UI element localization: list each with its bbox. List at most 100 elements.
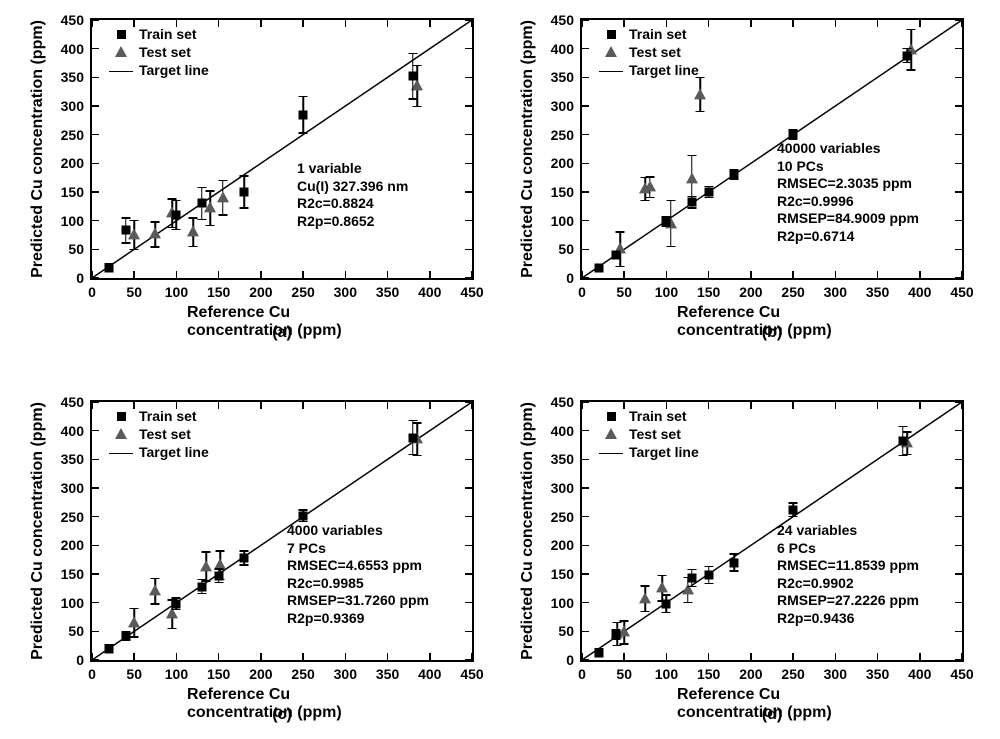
xtick-label: 400 [908,666,931,682]
annotation: 1 variableCu(I) 327.396 nmR2c=0.8824R2p=… [297,160,408,230]
ytick [92,459,99,461]
plot-area-d: 0501001502002503003504004500501001502002… [580,400,964,662]
xtick-top [387,402,389,409]
error-cap [408,420,417,422]
xtick [623,271,625,278]
ytick-right [465,277,472,279]
annotation-line: R2c=0.9996 [777,193,919,211]
ytick-right [465,659,472,661]
test-point [128,616,140,627]
train-point [121,226,130,235]
annotation: 24 variables6 PCsRMSEC=11.8539 ppmR2c=0.… [777,522,919,627]
ytick-label: 0 [76,652,84,668]
error-cap [202,551,211,553]
ytick-right [465,249,472,251]
ytick-right [465,516,472,518]
legend-row: Train set [107,407,209,425]
xtick [835,653,837,660]
ytick-label: 100 [61,213,84,229]
ytick [92,105,99,107]
legend-train-icon [107,26,135,42]
ytick [582,105,589,107]
xtick-label: 400 [908,284,931,300]
xtick-label: 450 [950,284,973,300]
xtick-label: 100 [165,284,188,300]
xtick-label: 450 [950,666,973,682]
error-cap [696,111,705,113]
error-cap [214,568,223,570]
xtick-label: 250 [781,666,804,682]
legend-label: Target line [629,444,699,460]
xtick [133,271,135,278]
xtick-label: 50 [616,284,632,300]
xtick-top [429,20,431,27]
ytick-label: 100 [551,213,574,229]
test-point [694,88,706,99]
annotation-line: 1 variable [297,160,408,178]
xtick-label: 400 [418,666,441,682]
error-cap [616,231,625,233]
ytick [92,19,99,21]
ytick [92,401,99,403]
ytick-label: 250 [61,127,84,143]
error-cap [206,225,215,227]
error-cap [130,220,139,222]
annotation-line: 10 PCs [777,158,919,176]
xtick-label: 150 [207,666,230,682]
xtick-label: 100 [165,666,188,682]
ytick [92,134,99,136]
train-point [299,110,308,119]
ytick [582,191,589,193]
error-cap [218,214,227,216]
ytick-right [465,430,472,432]
ytick-label: 450 [551,12,574,28]
xtick-label: 300 [824,284,847,300]
error-cap [687,155,696,157]
train-point [240,553,249,562]
xtick-label: 200 [249,284,272,300]
ytick-right [955,105,962,107]
error-cap [903,431,912,433]
train-point [197,582,206,591]
ytick [92,191,99,193]
test-point [217,191,229,202]
xtick-label: 350 [866,284,889,300]
test-point [187,226,199,237]
xtick [708,271,710,278]
legend-target-icon [107,62,135,78]
test-point [200,560,212,571]
ytick [92,249,99,251]
ytick-label: 300 [551,98,574,114]
ytick [92,516,99,518]
xtick-label: 250 [291,284,314,300]
ytick-label: 150 [551,184,574,200]
ytick-label: 300 [551,480,574,496]
train-point [662,599,671,608]
error-cap [704,566,713,568]
ytick-label: 400 [61,423,84,439]
xtick [919,653,921,660]
test-point [149,228,161,239]
train-point [408,433,417,442]
annotation-line: 24 variables [777,522,919,540]
legend-row: Test set [107,43,209,61]
xtick-label: 150 [697,284,720,300]
xtick-label: 50 [126,666,142,682]
ytick-right [465,163,472,165]
annotation-line: RMSEP=84.9009 ppm [777,210,919,228]
ytick-right [465,191,472,193]
ytick-label: 150 [551,566,574,582]
panel-d: 0501001502002503003504004500501001502002… [580,400,960,658]
legend-label: Test set [629,44,681,60]
legend-label: Train set [139,408,197,424]
legend-row: Test set [107,425,209,443]
legend-target-icon [107,444,135,460]
annotation-line: RMSEP=27.2226 ppm [777,592,919,610]
ytick-label: 250 [61,509,84,525]
ytick-label: 100 [61,595,84,611]
error-cap [662,594,671,596]
error-cap [121,217,130,219]
ytick-right [955,545,962,547]
ytick [582,545,589,547]
legend-row: Train set [597,407,699,425]
